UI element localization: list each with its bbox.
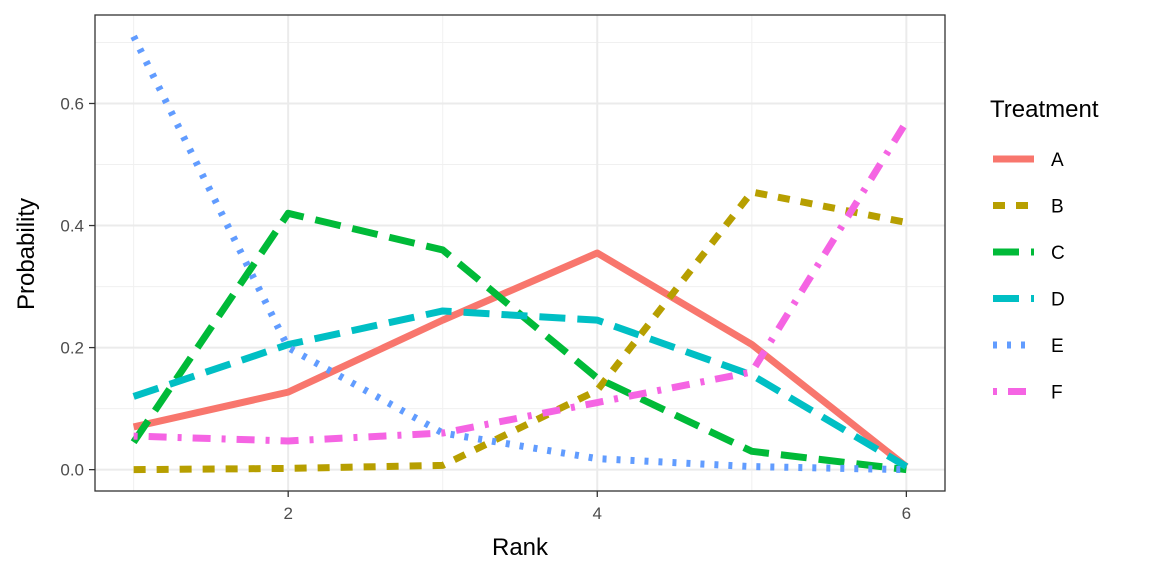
series-line-e [130, 34, 907, 474]
legend-item-c: C [993, 243, 1065, 264]
y-axis-ticks: 0.0 0.2 0.4 0.6 [60, 94, 95, 480]
legend-label: C [1051, 243, 1065, 264]
series-lines [130, 34, 910, 474]
legend-title: Treatment [990, 96, 1099, 123]
series-line-b [133, 188, 908, 474]
panel-border [94, 14, 946, 492]
y-axis-title: Probability [13, 198, 40, 310]
legend-label: E [1051, 336, 1064, 357]
legend-item-a: A [993, 150, 1064, 171]
series-line-a [132, 249, 909, 470]
y-tick-label: 0.6 [60, 94, 84, 113]
legend-label: A [1051, 150, 1064, 171]
legend-item-d: D [993, 290, 1065, 311]
legend-label: B [1051, 197, 1064, 218]
y-tick-label: 0.0 [60, 461, 84, 480]
legend-label: D [1051, 290, 1065, 311]
legend-label: F [1051, 383, 1063, 404]
x-tick-label: 2 [283, 504, 292, 523]
legend: Treatment A B C D E F [990, 96, 1099, 404]
y-tick-label: 0.2 [60, 339, 84, 358]
x-axis-title: Rank [492, 534, 549, 561]
x-tick-label: 4 [593, 504, 602, 523]
legend-item-f: F [993, 383, 1063, 404]
legend-item-e: E [993, 336, 1064, 357]
legend-item-b: B [993, 197, 1064, 218]
x-axis-ticks: 2 4 6 [283, 491, 911, 523]
x-tick-label: 6 [902, 504, 911, 523]
series-line-d [132, 307, 909, 470]
y-tick-label: 0.4 [60, 217, 84, 236]
